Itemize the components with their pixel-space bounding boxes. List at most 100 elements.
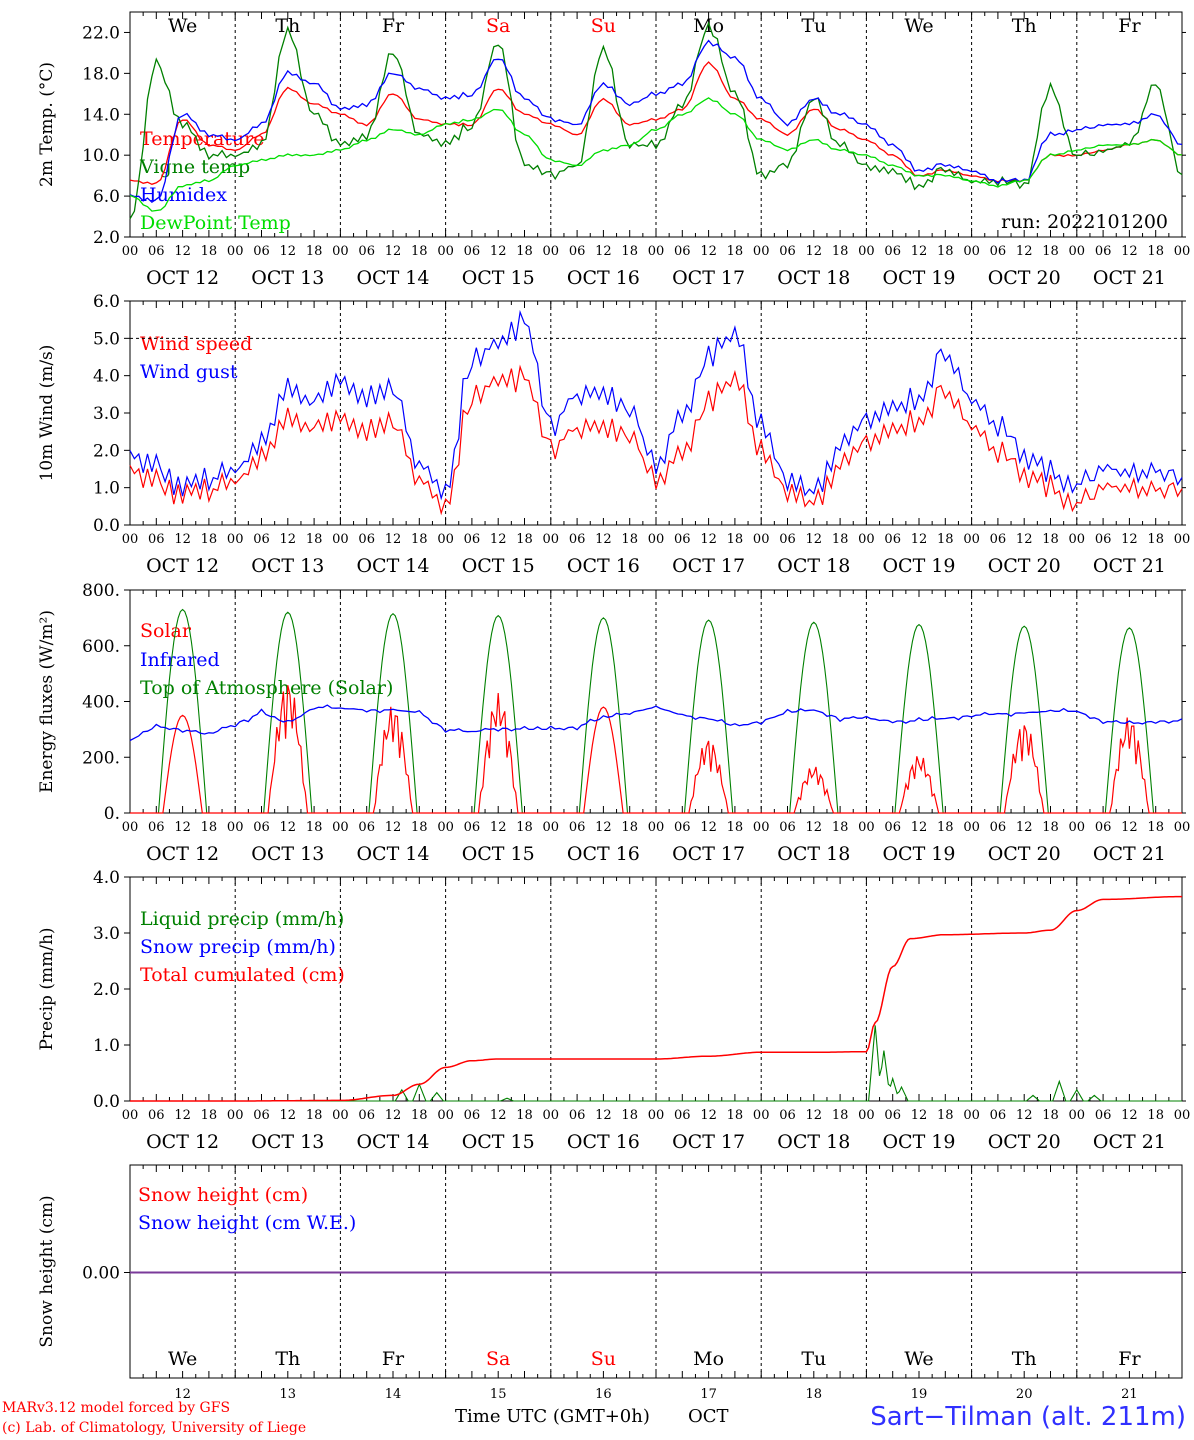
hour-tick-label: 00 — [858, 244, 875, 259]
y-tick-label: 0.0 — [93, 516, 120, 536]
date-label: OCT 15 — [462, 1131, 535, 1153]
hour-tick-label: 18 — [516, 244, 533, 259]
hour-tick-label: 00 — [332, 532, 349, 547]
hour-tick-label: 06 — [253, 244, 270, 259]
weekday-label: We — [904, 15, 933, 37]
hour-tick-label: 06 — [884, 820, 901, 835]
hour-tick-label: 12 — [700, 820, 717, 835]
day-number-label: 20 — [1016, 1387, 1033, 1402]
weekday-label: We — [904, 1348, 933, 1370]
hour-tick-label: 00 — [543, 244, 560, 259]
date-label: OCT 15 — [462, 843, 535, 865]
y-tick-label: 18.0 — [82, 64, 120, 84]
hour-tick-label: 18 — [727, 820, 744, 835]
date-label: OCT 16 — [567, 267, 640, 289]
hour-tick-label: 12 — [806, 244, 823, 259]
hour-tick-label: 06 — [990, 820, 1007, 835]
series-line-humidex — [129, 39, 1183, 204]
hour-tick-label: 06 — [884, 532, 901, 547]
series-line-vigne-temp — [129, 21, 1183, 220]
hour-tick-label: 18 — [621, 820, 638, 835]
hour-tick-label: 18 — [411, 532, 428, 547]
y-tick-label: 4.0 — [93, 367, 120, 387]
hour-tick-label: 12 — [911, 244, 928, 259]
date-label: OCT 17 — [672, 1131, 745, 1153]
hour-tick-label: 00 — [1174, 820, 1191, 835]
hour-tick-label: 12 — [385, 532, 402, 547]
hour-tick-label: 12 — [1016, 1108, 1033, 1123]
hour-tick-label: 12 — [1016, 244, 1033, 259]
plot-frame — [129, 11, 1183, 238]
hour-tick-label: 00 — [753, 244, 770, 259]
hour-tick-label: 18 — [411, 244, 428, 259]
hour-tick-label: 06 — [358, 1108, 375, 1123]
hour-tick-label: 12 — [385, 820, 402, 835]
date-label: OCT 20 — [988, 555, 1061, 577]
y-tick-label: 22.0 — [82, 23, 120, 43]
hour-tick-label: 00 — [543, 532, 560, 547]
hour-tick-label: 06 — [674, 244, 691, 259]
time-axis-label: Time UTC (GMT+0h) — [455, 1406, 650, 1427]
hour-tick-label: 06 — [779, 532, 796, 547]
hour-tick-label: 18 — [832, 1108, 849, 1123]
hour-tick-label: 18 — [937, 820, 954, 835]
hour-tick-label: 18 — [832, 244, 849, 259]
series-line-infrared — [129, 704, 1183, 742]
plot-frame — [129, 589, 1183, 814]
hour-tick-label: 00 — [1174, 244, 1191, 259]
hour-tick-label: 00 — [543, 1108, 560, 1123]
date-label: OCT 13 — [251, 1131, 324, 1153]
day-number-label: 18 — [806, 1387, 823, 1402]
legend-entry: DewPoint Temp — [140, 212, 291, 234]
hour-tick-label: 12 — [806, 1108, 823, 1123]
hour-tick-label: 00 — [543, 820, 560, 835]
hour-tick-label: 18 — [832, 532, 849, 547]
y-tick-label: 5.0 — [93, 329, 120, 349]
hour-tick-label: 06 — [674, 1108, 691, 1123]
hour-tick-label: 06 — [884, 1108, 901, 1123]
hour-tick-label: 12 — [174, 532, 191, 547]
date-label: OCT 21 — [1093, 843, 1166, 865]
hour-tick-label: 12 — [385, 244, 402, 259]
date-label: OCT 12 — [146, 843, 219, 865]
weekday-label: Th — [275, 1348, 300, 1370]
y-tick-label: 3.0 — [93, 924, 120, 944]
date-label: OCT 21 — [1093, 1131, 1166, 1153]
hour-tick-label: 12 — [1016, 820, 1033, 835]
plot-frame — [129, 300, 1183, 526]
date-label: OCT 12 — [146, 1131, 219, 1153]
hour-tick-label: 00 — [648, 1108, 665, 1123]
hour-tick-label: 06 — [358, 244, 375, 259]
hour-tick-label: 12 — [911, 820, 928, 835]
hour-tick-label: 06 — [253, 1108, 270, 1123]
y-tick-label: 400. — [82, 693, 120, 713]
series-line-total-cumulated — [130, 895, 1182, 1102]
hour-tick-label: 06 — [569, 820, 586, 835]
hour-tick-label: 06 — [779, 1108, 796, 1123]
hour-tick-label: 06 — [148, 532, 165, 547]
y-tick-label: 14.0 — [82, 105, 120, 125]
panel-4: 0.0 1.0 2.0 3.0 4.0 Precip (mm/h) Liquid preci… — [37, 868, 1190, 1153]
hour-tick-label: 00 — [227, 244, 244, 259]
hour-tick-label: 06 — [148, 244, 165, 259]
hour-tick-label: 00 — [437, 532, 454, 547]
date-label: OCT 19 — [882, 1131, 955, 1153]
date-label: OCT 18 — [777, 267, 850, 289]
weekday-label: Sa — [486, 15, 510, 37]
hour-tick-label: 12 — [1121, 1108, 1138, 1123]
panel-5: 0.00 Snow height (cm) Snow height (cm) Snow… — [37, 1164, 1186, 1402]
hour-tick-label: 06 — [358, 820, 375, 835]
series-line-wind-gust — [129, 309, 1183, 501]
date-label: OCT 13 — [251, 555, 324, 577]
hour-tick-label: 18 — [306, 532, 323, 547]
hour-tick-label: 06 — [569, 244, 586, 259]
y-tick-label: 4.0 — [93, 868, 120, 888]
hour-tick-label: 00 — [122, 532, 139, 547]
y-axis-label: Snow height (cm) — [37, 1195, 57, 1347]
weekday-label: Su — [591, 15, 616, 37]
y-tick-label: 2.0 — [93, 441, 120, 461]
hour-tick-label: 12 — [700, 1108, 717, 1123]
date-label: OCT 13 — [251, 843, 324, 865]
hour-tick-label: 06 — [464, 1108, 481, 1123]
hour-tick-label: 06 — [1095, 244, 1112, 259]
